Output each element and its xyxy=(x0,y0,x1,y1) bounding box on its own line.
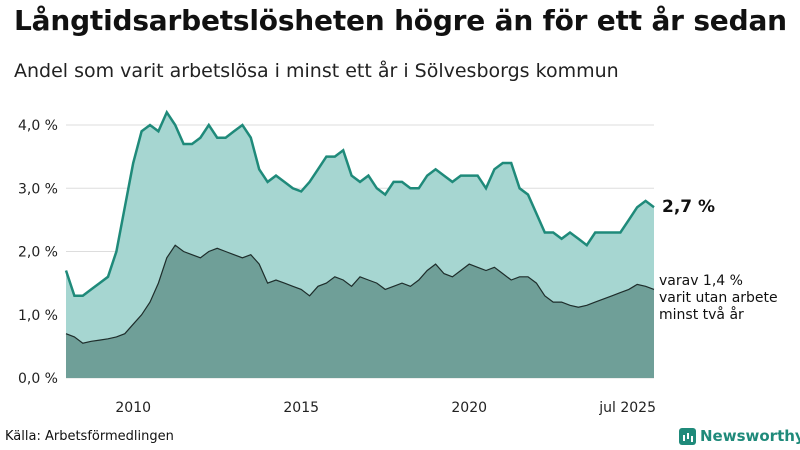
y-tick-label: 0,0 % xyxy=(18,371,58,387)
bar-chart-icon xyxy=(679,427,696,445)
total-line xyxy=(64,109,655,298)
long-term-label-line-3: minst två år xyxy=(659,306,744,323)
y-tick-label: 3,0 % xyxy=(18,181,58,197)
x-tick-label: 2020 xyxy=(451,400,487,416)
x-tick-label: 2015 xyxy=(283,400,319,416)
long-term-line xyxy=(65,244,655,344)
brand-logo: Newsworthy xyxy=(679,427,800,445)
x-tick-label: 2010 xyxy=(115,400,151,416)
long-term-label-line-1: varav 1,4 % xyxy=(659,273,743,289)
chart-title: Långtidsarbetslösheten högre än för ett … xyxy=(14,4,787,37)
x-axis-ticks: 2010 2015 2020 jul 2025 xyxy=(115,400,656,416)
y-axis-ticks: 0,0 % 1,0 % 2,0 % 3,0 % 4,0 % xyxy=(18,118,58,387)
total-end-label: 2,7 % xyxy=(662,197,715,217)
x-tick-label: jul 2025 xyxy=(598,400,656,416)
long-term-label: varav 1,4 % varit utan arbete minst två … xyxy=(659,273,782,323)
y-tick-label: 2,0 % xyxy=(18,245,58,261)
long-term-area xyxy=(66,245,654,378)
long-term-label-line-2: varit utan arbete xyxy=(659,290,778,306)
chart-subtitle: Andel som varit arbetslösa i minst ett å… xyxy=(14,60,619,82)
brand-name: Newsworthy xyxy=(700,427,800,445)
y-tick-label: 4,0 % xyxy=(18,118,58,134)
source-note: Källa: Arbetsförmedlingen xyxy=(5,429,174,444)
y-tick-label: 1,0 % xyxy=(18,308,58,324)
